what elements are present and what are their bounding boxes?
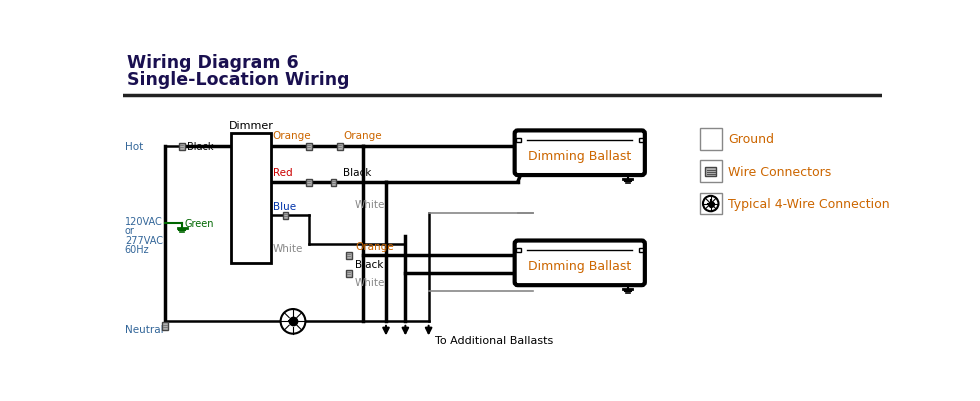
Text: White: White [355, 277, 385, 287]
Bar [162, 322, 169, 330]
Text: Orange: Orange [355, 242, 394, 252]
Text: Dimming Ballast: Dimming Ballast [528, 150, 631, 163]
Bar [283, 213, 288, 219]
Bar [337, 144, 343, 150]
Text: 277VAC: 277VAC [124, 235, 163, 245]
Bar [706, 167, 716, 176]
Text: Neutral: Neutral [124, 324, 164, 334]
Text: or: or [124, 226, 134, 236]
Bar [516, 249, 520, 253]
Bar [306, 144, 312, 150]
Text: 60Hz: 60Hz [124, 244, 149, 254]
Text: Orange: Orange [272, 131, 312, 141]
Text: Red: Red [272, 168, 292, 178]
Bar [347, 270, 352, 277]
Bar [331, 180, 336, 186]
Text: Single-Location Wiring: Single-Location Wiring [127, 71, 350, 89]
Bar [700, 129, 721, 150]
Bar [639, 249, 643, 253]
Text: Dimmer: Dimmer [228, 121, 273, 131]
Text: Orange: Orange [343, 131, 382, 141]
Circle shape [280, 309, 306, 334]
Circle shape [703, 196, 718, 212]
Bar [516, 139, 520, 143]
FancyBboxPatch shape [231, 134, 271, 263]
Bar [639, 139, 643, 143]
Bar [700, 193, 721, 215]
Bar [700, 161, 721, 182]
Text: Green: Green [184, 218, 214, 228]
Text: Blue: Blue [272, 202, 296, 212]
Text: Typical 4-Wire Connection: Typical 4-Wire Connection [728, 198, 890, 211]
FancyBboxPatch shape [514, 241, 645, 286]
Text: Black: Black [187, 142, 214, 152]
Text: White: White [355, 199, 385, 209]
Bar [306, 180, 312, 186]
Text: To Additional Ballasts: To Additional Ballasts [435, 335, 553, 345]
Bar [347, 253, 352, 259]
Text: Black: Black [355, 259, 383, 269]
FancyBboxPatch shape [514, 131, 645, 176]
Text: Black: Black [343, 168, 371, 178]
Text: Dimming Ballast: Dimming Ballast [528, 260, 631, 273]
Text: Ground: Ground [728, 133, 774, 146]
Text: Hot: Hot [124, 142, 143, 152]
Text: Wire Connectors: Wire Connectors [728, 165, 831, 178]
Text: White: White [272, 243, 303, 253]
Text: Wiring Diagram 6: Wiring Diagram 6 [127, 54, 299, 72]
Bar [179, 144, 184, 150]
Text: 120VAC: 120VAC [124, 217, 163, 227]
